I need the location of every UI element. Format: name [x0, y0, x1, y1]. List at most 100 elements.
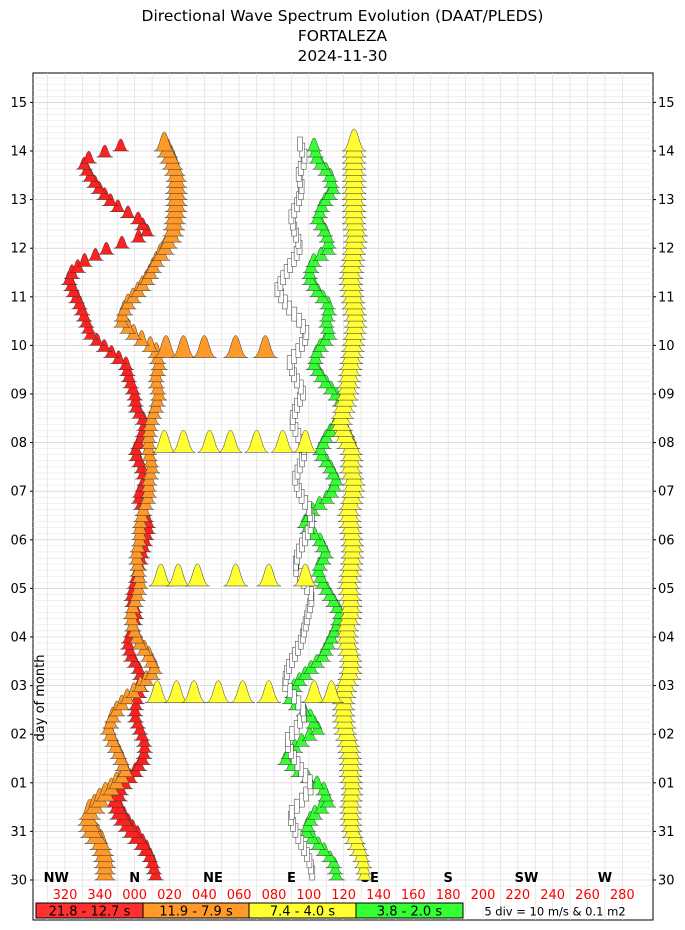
y-tick-label-left: 04	[10, 631, 27, 646]
spectrum-peak	[80, 150, 97, 164]
spectrum-peak	[305, 137, 323, 152]
direction-tick-label: 100	[296, 888, 321, 903]
y-tick-label-left: 03	[10, 679, 27, 694]
y-tick-label-left: 13	[10, 193, 27, 208]
y-tick-label-left: 06	[10, 533, 27, 548]
y-axis-label: day of month	[33, 655, 48, 742]
compass-label: NW	[44, 871, 69, 886]
y-tick-label-right: 15	[658, 96, 675, 111]
y-tick-label-right: 04	[658, 631, 675, 646]
y-tick-label-left: 11	[10, 290, 27, 305]
isolated-peak	[218, 430, 243, 453]
direction-tick-label: 000	[122, 888, 147, 903]
isolated-peak	[223, 335, 248, 358]
spectrum-peak	[113, 235, 130, 249]
y-tick-label-left: 05	[10, 582, 27, 597]
spectrum-peak	[133, 330, 150, 346]
spectrum-peak	[96, 144, 113, 158]
station-name: FORTALEZA	[297, 27, 388, 45]
y-tick-label-right: 31	[658, 825, 675, 840]
isolated-peak	[244, 430, 269, 453]
isolated-peak	[293, 563, 318, 587]
legend-label: 21.8 - 12.7 s	[49, 905, 131, 920]
y-tick-label-left: 09	[10, 388, 27, 403]
spectrum-peak	[87, 248, 104, 261]
spectrum-peak	[112, 138, 129, 152]
chart-title: Directional Wave Spectrum Evolution (DAA…	[141, 7, 544, 25]
spectrum-peak	[341, 128, 367, 152]
y-tick-label-right: 12	[658, 242, 675, 257]
isolated-peak	[197, 430, 222, 453]
direction-tick-label: 180	[436, 888, 461, 903]
wind-box	[291, 306, 298, 322]
direction-tick-label: 120	[331, 888, 356, 903]
y-tick-label-left: 31	[10, 825, 27, 840]
isolated-peak	[145, 680, 170, 703]
y-tick-label-right: 07	[658, 485, 675, 500]
y-tick-label-right: 11	[658, 290, 675, 305]
isolated-peak	[206, 680, 231, 703]
spectrum-peak	[118, 688, 136, 705]
legend-label: 11.9 - 7.9 s	[159, 905, 233, 920]
chart-date: 2024-11-30	[297, 47, 388, 65]
isolated-peak	[253, 335, 278, 358]
compass-label: S	[443, 871, 452, 886]
spectrum-peak	[119, 205, 137, 219]
direction-tick-label: 140	[366, 888, 391, 903]
wind-box	[297, 136, 303, 152]
spectrum-peak	[293, 733, 310, 747]
y-tick-label-right: 14	[658, 145, 675, 160]
direction-tick-label: 200	[471, 888, 496, 903]
compass-label: E	[287, 871, 296, 886]
spectrum-peak	[142, 336, 159, 352]
spectrum-peak	[98, 242, 115, 255]
y-tick-label-left: 30	[10, 874, 27, 889]
isolated-peak	[319, 680, 344, 703]
isolated-peak	[270, 430, 295, 453]
spectrum-peak	[153, 131, 175, 152]
isolated-peak	[230, 680, 255, 703]
y-tick-label-right: 09	[658, 388, 675, 403]
direction-tick-label: 220	[505, 888, 530, 903]
y-tick-label-left: 01	[10, 776, 27, 791]
spectrum-peak	[76, 253, 93, 267]
y-tick-label-left: 08	[10, 436, 27, 451]
y-tick-label-right: 05	[658, 582, 675, 597]
isolated-peak	[293, 430, 318, 453]
y-tick-label-left: 12	[10, 242, 27, 257]
compass-label: N	[129, 871, 140, 886]
y-tick-label-left: 10	[10, 339, 27, 354]
direction-tick-label: 040	[192, 888, 217, 903]
direction-tick-label: 280	[610, 888, 635, 903]
direction-tick-label: 340	[87, 888, 112, 903]
y-tick-label-left: 07	[10, 485, 27, 500]
direction-tick-label: 320	[53, 888, 78, 903]
direction-tick-label: 020	[157, 888, 182, 903]
isolated-peak	[166, 563, 191, 587]
spectrum-peak	[125, 682, 143, 698]
y-tick-label-right: 03	[658, 679, 675, 694]
direction-tick-label: 080	[262, 888, 287, 903]
direction-tick-label: 160	[401, 888, 426, 903]
wind-box	[288, 805, 295, 820]
compass-label: SW	[515, 871, 539, 886]
spectrum-glyphs	[61, 128, 373, 881]
compass-label: W	[598, 871, 612, 886]
compass-label: NE	[203, 871, 223, 886]
direction-tick-label: 260	[575, 888, 600, 903]
y-tick-label-right: 02	[658, 728, 675, 743]
spectrum-peak	[325, 856, 342, 869]
legend-label: 7.4 - 4.0 s	[270, 905, 335, 920]
isolated-peak	[192, 335, 217, 358]
y-tick-label-left: 15	[10, 96, 27, 111]
isolated-peak	[185, 563, 210, 587]
y-tick-label-right: 10	[658, 339, 675, 354]
legend-box	[355, 902, 464, 919]
y-tick-label-right: 13	[658, 193, 675, 208]
y-tick-label-right: 30	[658, 874, 675, 889]
isolated-peak	[152, 430, 177, 453]
isolated-peak	[256, 680, 281, 703]
isolated-peak	[171, 335, 196, 358]
wind-box	[294, 798, 300, 814]
